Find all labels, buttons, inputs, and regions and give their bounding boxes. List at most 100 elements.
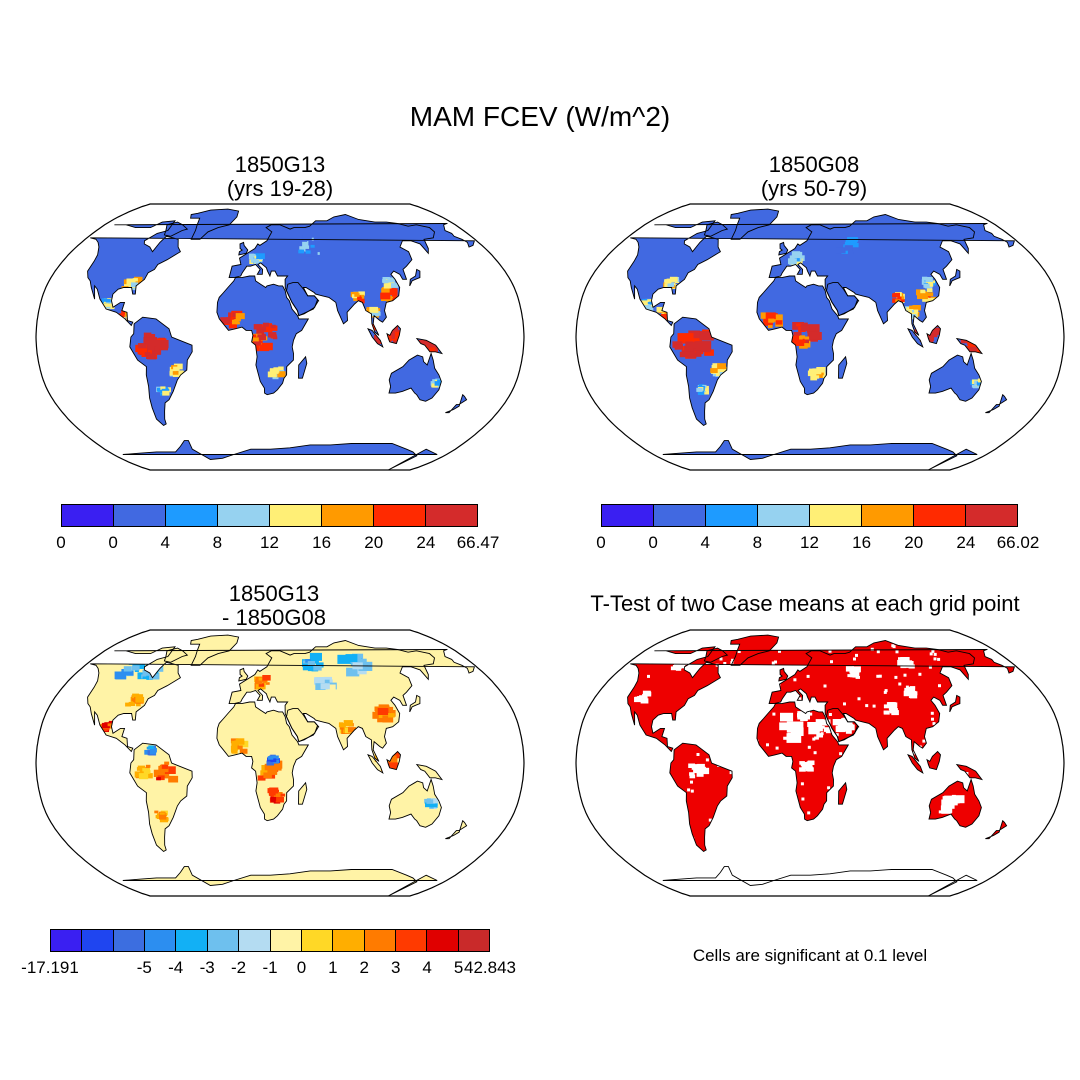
land-madagascar — [838, 356, 847, 379]
patch-c-africa2 — [261, 342, 273, 351]
patch-c-africa — [260, 324, 273, 333]
coastline-greenland — [730, 634, 780, 666]
panel-title-line1: T-Test of two Case means at each grid po… — [590, 591, 1020, 616]
coastline-madagascar — [838, 781, 848, 805]
speckle — [878, 674, 882, 678]
coastline-africa — [756, 275, 850, 396]
coastline-europe-asia — [768, 214, 975, 336]
patch-amazon2 — [685, 342, 695, 348]
speckle — [933, 652, 937, 656]
map-border — [575, 629, 1065, 897]
colorbar-labels: -17.191 -5 -4 -3 -2 -1 0 1 2 3 4 5 42.843 — [21, 958, 516, 980]
patch-se-asia2 — [909, 305, 915, 309]
patch-africa-c — [257, 775, 266, 781]
speckle — [690, 780, 693, 784]
land-antarctica — [122, 440, 438, 470]
patch-congo-c — [805, 766, 813, 772]
main-title: MAM FCEV (W/m^2) — [409, 101, 671, 132]
patch-mexico — [642, 304, 651, 310]
land-australia — [389, 353, 442, 402]
map-canvas — [35, 203, 525, 471]
patch-e-china — [383, 283, 392, 289]
patch-india-ne — [893, 292, 900, 298]
patch-russia — [844, 245, 853, 251]
land-africa — [216, 702, 309, 821]
patch-china — [388, 713, 395, 718]
patch-nguinea — [429, 347, 436, 352]
coastline-europe-asia — [768, 640, 975, 762]
patch-c-africa — [259, 326, 266, 332]
patch-russia-w — [847, 674, 852, 678]
patch-se-brazil — [176, 371, 185, 377]
patch-europe — [255, 679, 263, 685]
patch-w-africa — [238, 740, 245, 745]
patch-argentina — [696, 387, 703, 392]
panel-title-line2: (yrs 50-79) — [760, 176, 868, 201]
patch-se-asia — [388, 755, 397, 761]
patch-europe — [262, 675, 271, 681]
colorbar-label: 4 — [422, 958, 432, 977]
colorbar-label: 5 — [453, 958, 464, 977]
colorbar-label: 8 — [752, 533, 763, 552]
colorbar-box — [166, 505, 218, 526]
colorbar-label: 3 — [390, 958, 401, 977]
map-border — [35, 629, 525, 897]
patch-w-africa — [230, 745, 238, 751]
speckle — [766, 743, 769, 747]
patch-w-africa — [768, 318, 775, 323]
coastline-new-guinea — [415, 337, 444, 355]
patch-argentina — [160, 386, 166, 390]
patch-e-china — [922, 276, 928, 281]
patch-india-ne — [357, 298, 365, 304]
speckle — [839, 752, 843, 756]
patch-w-africa — [771, 314, 783, 322]
patch-china — [372, 711, 383, 719]
patch-canada — [126, 670, 134, 676]
coastline-sumatra — [907, 753, 924, 774]
land-japan — [409, 269, 420, 286]
patch-c-africa — [809, 328, 816, 333]
speckle — [806, 674, 810, 678]
coastline-europe-asia — [228, 214, 435, 336]
patch-india-ne — [353, 297, 358, 301]
patch-e-china — [383, 279, 389, 284]
patch-russia-w — [850, 671, 859, 678]
colorbar-label: 20 — [364, 533, 384, 552]
patch-arabia — [832, 719, 843, 726]
patch-siberia — [358, 661, 373, 671]
patch-amazon2 — [146, 353, 155, 359]
speckle — [865, 704, 869, 708]
speckle — [931, 649, 935, 653]
patch-siberia-c — [897, 659, 907, 666]
patch-gobi — [909, 690, 917, 696]
speckle — [690, 789, 694, 793]
patch-amazon-w — [143, 770, 150, 774]
patch-sahara2 — [813, 722, 823, 728]
patch-argentina — [157, 387, 162, 392]
patch-s-china — [927, 292, 934, 297]
land-uk — [238, 242, 248, 255]
patch-congo-c — [805, 764, 812, 768]
colorbar-box — [270, 930, 302, 951]
coastline-borneo — [386, 750, 401, 771]
patch-s-china — [380, 292, 391, 300]
speckle — [820, 732, 824, 736]
speckle — [870, 647, 874, 651]
patch-tibet — [888, 705, 896, 711]
patch-se-asia2 — [911, 314, 916, 317]
coastline-antarctica — [662, 866, 978, 897]
patch-europe — [796, 255, 805, 261]
patch-amazon-e — [162, 770, 169, 775]
land-japan — [409, 695, 420, 712]
land-sumatra — [908, 754, 923, 773]
patch-canada — [123, 666, 132, 672]
coastline-japan — [949, 268, 961, 287]
coastline-arabia — [286, 282, 320, 317]
patch-canada — [121, 669, 131, 675]
patch-nguinea — [427, 343, 437, 350]
colorbar-label: 24 — [956, 533, 976, 552]
patch-russia — [310, 244, 315, 248]
patch-gobi — [909, 693, 918, 699]
patch-arabia — [844, 723, 854, 730]
patch-africa-s — [275, 797, 284, 803]
